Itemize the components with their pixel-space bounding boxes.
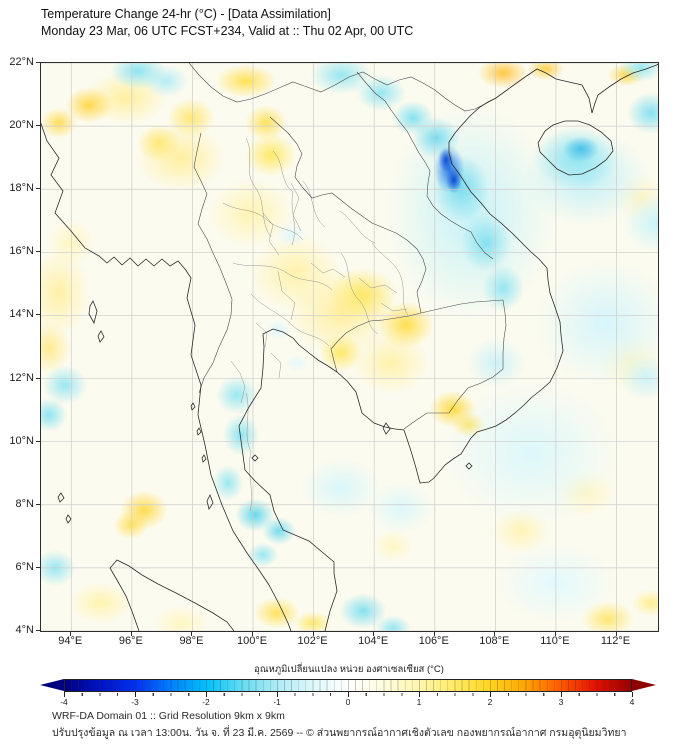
y-axis-label: 8°N — [15, 497, 34, 510]
x-axis-label: 96°E — [118, 635, 143, 647]
colorbar-tick-label: -3 — [131, 697, 139, 707]
y-axis-tick — [36, 188, 40, 190]
colorbar-major-tick — [490, 692, 491, 697]
y-axis-label: 14°N — [9, 308, 34, 321]
x-axis-tick — [433, 632, 435, 636]
x-axis-tick — [615, 632, 617, 636]
x-axis-tick — [373, 632, 375, 636]
x-axis-tick — [494, 632, 496, 636]
colorbar-tick-label: -2 — [202, 697, 210, 707]
x-axis-label: 110°E — [540, 635, 570, 647]
y-axis-label: 20°N — [9, 119, 34, 132]
title-block: Temperature Change 24-hr (°C) - [Data As… — [41, 6, 413, 40]
y-axis-tick — [36, 251, 40, 253]
x-axis-tick — [252, 632, 254, 636]
y-axis-label: 22°N — [9, 56, 34, 68]
x-axis-tick — [312, 632, 314, 636]
geography-overlay — [41, 63, 658, 631]
y-axis-label: 4°N — [15, 624, 34, 636]
x-axis-label: 104°E — [358, 635, 389, 647]
map-canvas — [40, 62, 659, 632]
coastline-path — [41, 63, 658, 631]
y-axis-tick — [36, 314, 40, 316]
colorbar-segments — [64, 679, 632, 692]
x-axis-label: 112°E — [600, 635, 631, 647]
colorbar-major-tick — [206, 692, 207, 697]
x-axis-tick — [70, 632, 72, 636]
figure-subtitle: Monday 23 Mar, 06 UTC FCST+234, Valid at… — [41, 24, 414, 38]
colorbar-tick-label: 2 — [487, 697, 493, 707]
x-axis-tick — [554, 632, 556, 636]
y-axis-label: 6°N — [15, 560, 34, 573]
x-axis-label: 102°E — [297, 635, 328, 647]
colorbar-tick-label: -1 — [273, 697, 281, 707]
colorbar-tick-label: 1 — [416, 697, 422, 707]
x-axis-label: 98°E — [179, 635, 204, 647]
colorbar-major-tick — [135, 692, 136, 697]
colorbar-left-arrow — [40, 679, 64, 691]
colorbar-tick-label: 4 — [629, 697, 635, 707]
colorbar-major-tick — [64, 692, 65, 697]
province-borders-path — [222, 137, 409, 512]
y-axis-tick — [36, 440, 40, 442]
y-axis-label: 16°N — [9, 245, 34, 258]
y-axis-tick — [36, 503, 40, 505]
y-axis-tick — [36, 62, 40, 63]
y-axis-tick — [36, 125, 40, 127]
x-axis-label: 94°E — [58, 635, 83, 647]
colorbar-major-tick — [632, 692, 633, 697]
colorbar-major-tick — [277, 692, 278, 697]
colorbar-gradient — [64, 679, 632, 692]
y-axis-tick — [36, 566, 40, 568]
x-axis-label: 106°E — [418, 635, 449, 647]
colorbar: -4 -3 -2 -1 0 1 2 3 4 — [40, 679, 658, 707]
footer-update-info: ปรับปรุงข้อมูล ณ เวลา 13:00น. วัน จ. ที่… — [52, 727, 627, 739]
temperature-field — [41, 63, 658, 631]
colorbar-title: อุณหภูมิเปลี่ยนแปลง หน่วย องศาเซลเซียส (… — [254, 664, 444, 675]
y-axis-label: 10°N — [9, 434, 34, 447]
figure-title: Temperature Change 24-hr (°C) - [Data As… — [41, 7, 331, 21]
y-axis-tick — [36, 630, 40, 631]
footer-domain-info: WRF-DA Domain 01 :: Grid Resolution 9km … — [52, 710, 285, 722]
colorbar-tick-label: 3 — [558, 697, 564, 707]
gridlines — [41, 63, 658, 631]
colorbar-tick-label: -4 — [60, 697, 68, 707]
x-axis-label: 108°E — [479, 635, 510, 647]
colorbar-major-tick — [348, 692, 349, 697]
x-axis-label: 100°E — [236, 635, 268, 647]
colorbar-major-tick — [561, 692, 562, 697]
colorbar-tick-label: 0 — [345, 697, 351, 707]
y-axis-tick — [36, 377, 40, 379]
country-borders-path — [188, 63, 507, 430]
y-axis-label: 12°N — [9, 371, 34, 384]
y-axis-label: 18°N — [9, 182, 34, 195]
x-axis-tick — [191, 632, 193, 636]
colorbar-major-tick — [419, 692, 420, 697]
colorbar-right-arrow — [632, 679, 656, 691]
x-axis-tick — [130, 632, 132, 636]
